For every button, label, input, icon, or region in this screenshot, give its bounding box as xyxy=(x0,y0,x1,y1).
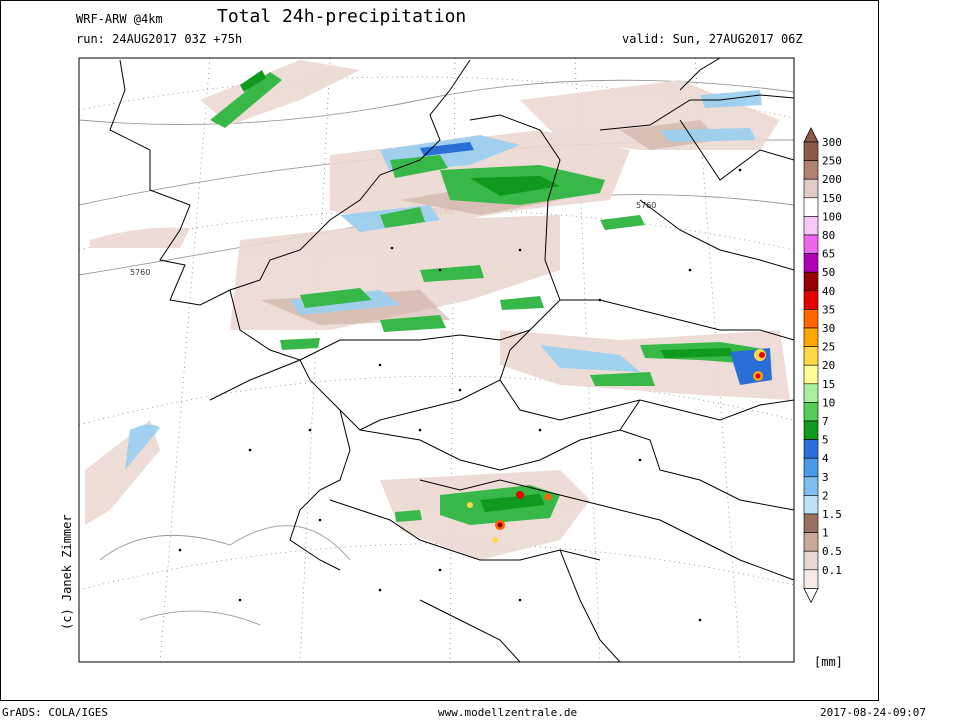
legend-swatch xyxy=(803,439,819,459)
legend-label: 200 xyxy=(822,173,842,186)
legend-swatch xyxy=(803,327,819,347)
legend-label: 7 xyxy=(822,415,829,428)
footer-timestamp: 2017-08-24-09:07 xyxy=(820,706,926,719)
valid-label: valid: Sun, 27AUG2017 06Z xyxy=(622,32,803,46)
legend-label: 15 xyxy=(822,378,835,391)
legend-label: 25 xyxy=(822,341,835,354)
legend-label: 0.5 xyxy=(822,545,842,558)
legend-label: 50 xyxy=(822,266,835,279)
legend-label: 35 xyxy=(822,303,835,316)
contour-label: 5760 xyxy=(636,201,656,210)
legend-swatch xyxy=(803,197,819,217)
legend-label: 20 xyxy=(822,359,835,372)
color-legend: 300 250 200 150 100 80 65 50 40 35 30 25 20 15 10 7 5 4 3 2… xyxy=(803,127,842,604)
map-title: Total 24h-precipitation xyxy=(217,6,467,27)
legend-label: 300 xyxy=(822,136,842,149)
legend-swatch xyxy=(803,253,819,273)
legend-label: 1 xyxy=(822,527,829,540)
legend-swatch xyxy=(803,271,819,292)
legend-swatch xyxy=(803,309,819,329)
legend-label: 40 xyxy=(822,285,835,298)
legend-swatch xyxy=(803,569,819,589)
legend-label: 10 xyxy=(822,396,835,409)
legend-label: 150 xyxy=(822,192,842,205)
legend-swatch xyxy=(803,383,819,403)
legend-label: 250 xyxy=(822,155,842,168)
legend-label: 2 xyxy=(822,489,829,502)
legend-label: 4 xyxy=(822,452,829,465)
legend-label: 80 xyxy=(822,229,835,242)
borders xyxy=(109,58,794,662)
legend-label: 5 xyxy=(822,434,829,447)
legend-swatch xyxy=(803,290,819,310)
legend-swatch xyxy=(803,346,819,366)
legend-swatch xyxy=(803,513,819,533)
legend-label: 65 xyxy=(822,248,835,261)
legend-swatch xyxy=(803,234,819,254)
legend-unit: [mm] xyxy=(814,655,843,669)
footer-grads: GrADS: COLA/IGES xyxy=(2,706,108,719)
legend-swatch xyxy=(803,532,819,552)
legend-swatch xyxy=(803,420,819,440)
legend-label: 1.5 xyxy=(822,508,842,521)
legend-label: 0.1 xyxy=(822,564,842,577)
legend-arrow-top xyxy=(803,127,819,143)
legend-swatch xyxy=(803,402,819,422)
map-panel: 5760 5760 5760 xyxy=(79,58,794,662)
contour-label: 5760 xyxy=(130,268,150,277)
city-dots xyxy=(178,168,742,622)
legend-label: 30 xyxy=(822,322,835,335)
legend-swatch xyxy=(803,364,819,385)
legend-label: 3 xyxy=(822,471,829,484)
legend-swatch xyxy=(803,476,819,496)
model-label: WRF-ARW @4km xyxy=(76,12,163,26)
legend-label: 100 xyxy=(822,210,842,223)
legend-swatch xyxy=(803,160,819,180)
legend-swatch xyxy=(803,495,819,515)
legend-arrow-bottom xyxy=(803,588,819,604)
run-label: run: 24AUG2017 03Z +75h xyxy=(76,32,243,46)
legend-swatch xyxy=(803,550,819,571)
legend-swatch xyxy=(803,216,819,236)
precip-dark-green xyxy=(240,70,735,512)
precip-heavy xyxy=(467,349,766,543)
legend-swatch xyxy=(803,457,819,478)
legend-swatch xyxy=(803,178,819,199)
footer-site: www.modellzentrale.de xyxy=(438,706,578,719)
legend-swatch xyxy=(803,141,819,161)
